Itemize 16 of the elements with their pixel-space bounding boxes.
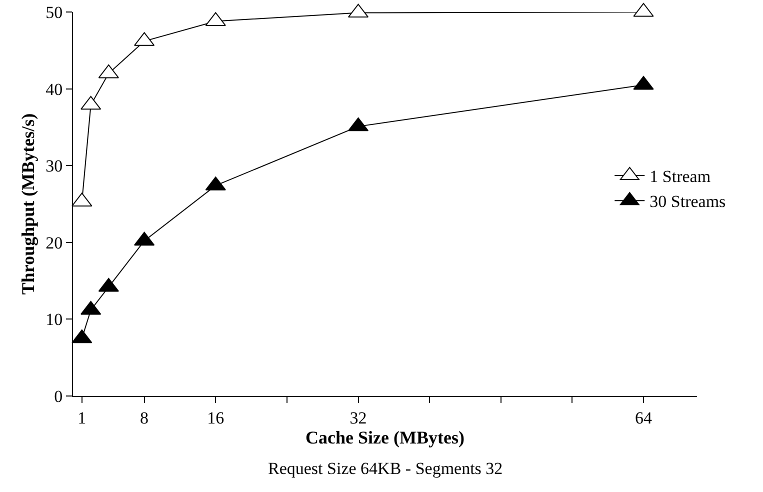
x-tick-label: 16 (207, 408, 224, 428)
legend-label: 1 Stream (650, 167, 711, 186)
x-tick-label: 1 (78, 408, 86, 428)
x-tick-label: 8 (140, 408, 149, 428)
y-tick-label: 20 (46, 233, 63, 252)
y-tick-label: 30 (46, 156, 63, 176)
y-tick-label: 50 (46, 2, 63, 22)
legend-label: 30 Streams (650, 192, 726, 212)
text: Request Size 64KB - Segments 32 (268, 459, 503, 478)
y-tick-label: 0 (54, 386, 63, 406)
y-axis-title: Throughput (MBytes/s) (18, 113, 38, 295)
x-tick-label: 32 (350, 408, 367, 428)
y-tick-label: 40 (46, 80, 63, 99)
x-tick-label: 64 (635, 408, 653, 428)
y-tick-label: 10 (46, 310, 63, 330)
x-axis-title: Cache Size (MBytes) (306, 427, 464, 448)
